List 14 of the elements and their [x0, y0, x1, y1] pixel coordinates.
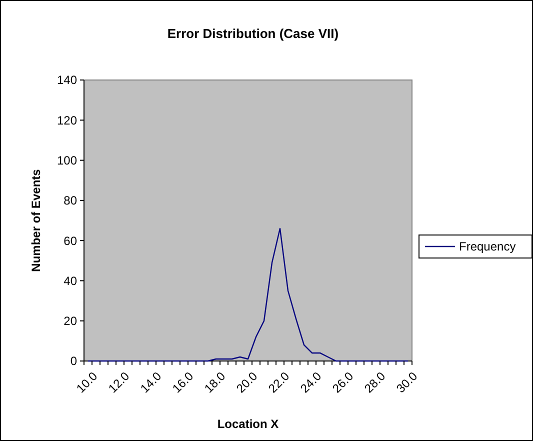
x-tick-label: 30.0	[394, 368, 420, 396]
chart-title: Error Distribution (Case VII)	[167, 26, 339, 41]
line-series	[87, 228, 409, 362]
legend-label: Frequency	[459, 240, 516, 254]
y-tick-label: 100	[56, 153, 78, 168]
y-tick-label: 20	[64, 314, 78, 328]
y-axis-title: Number of Events	[29, 168, 43, 272]
y-tick-label: 0	[70, 354, 78, 368]
y-tick-label: 80	[64, 194, 78, 208]
y-tick-label: 120	[56, 113, 78, 128]
x-axis-title: Location X	[217, 417, 279, 431]
y-tick-label: 140	[56, 73, 78, 88]
y-tick-label: 60	[64, 234, 78, 248]
y-tick-label: 40	[64, 274, 78, 288]
